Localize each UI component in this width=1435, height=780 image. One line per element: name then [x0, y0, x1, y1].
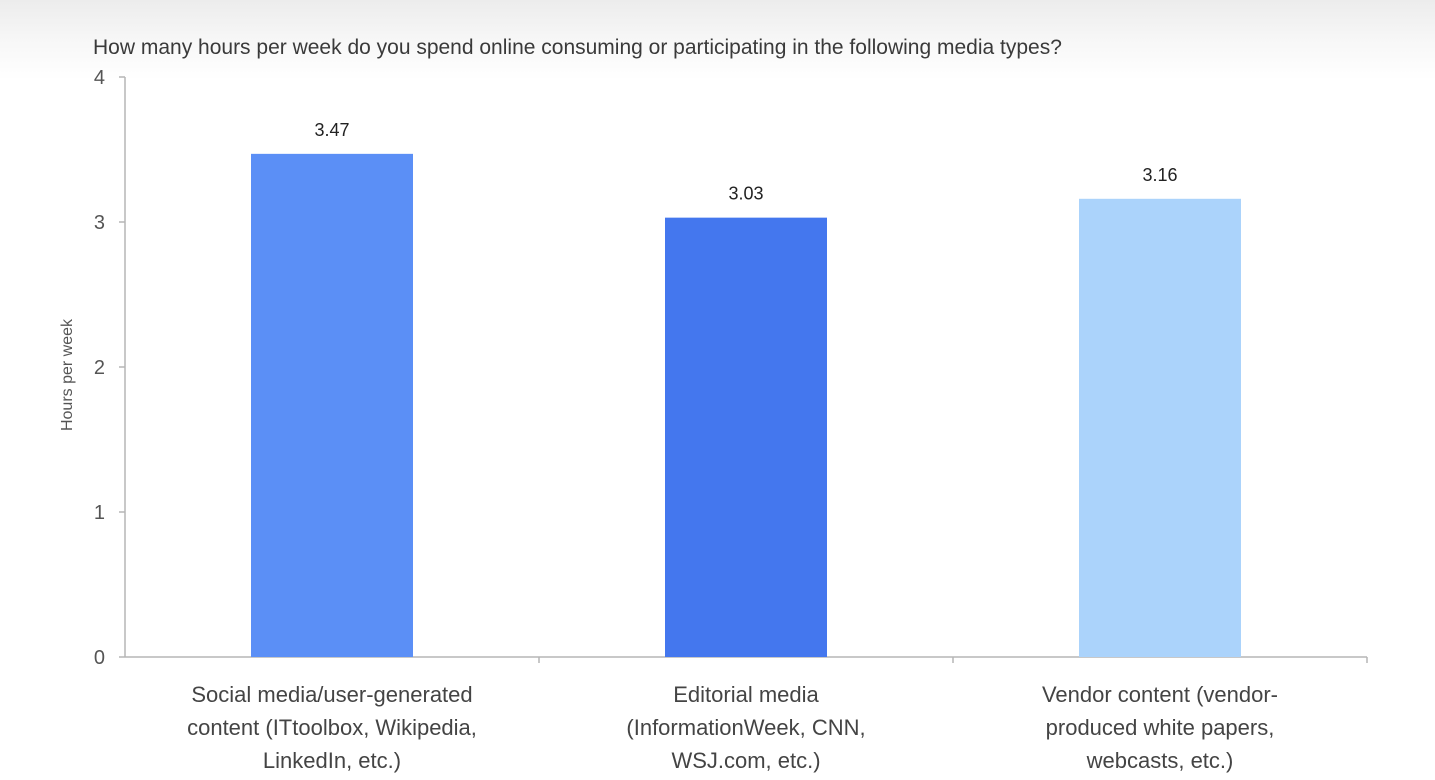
category-label: WSJ.com, etc.) [671, 748, 820, 773]
category-label: Editorial media [673, 682, 819, 707]
category-label: content (ITtoolbox, Wikipedia, [187, 715, 477, 740]
y-axis-title: Hours per week [59, 318, 76, 431]
category-label: produced white papers, [1046, 715, 1275, 740]
bar [1079, 198, 1241, 658]
category-label: LinkedIn, etc.) [263, 748, 401, 773]
y-tick-label: 0 [94, 647, 105, 669]
data-label: 3.47 [314, 120, 349, 140]
data-label: 3.16 [1142, 165, 1177, 185]
chart-title: How many hours per week do you spend onl… [93, 36, 1062, 59]
y-tick-label: 1 [94, 502, 105, 524]
category-label: (InformationWeek, CNN, [626, 715, 865, 740]
data-label: 3.03 [728, 184, 763, 204]
bar [665, 217, 827, 657]
category-label: webcasts, etc.) [1086, 748, 1234, 773]
y-tick-label: 4 [94, 67, 105, 89]
bar [251, 153, 413, 657]
category-label: Social media/user-generated [191, 682, 472, 707]
category-label: Vendor content (vendor- [1042, 682, 1278, 707]
y-tick-label: 3 [94, 212, 105, 234]
y-tick-label: 2 [94, 357, 105, 379]
